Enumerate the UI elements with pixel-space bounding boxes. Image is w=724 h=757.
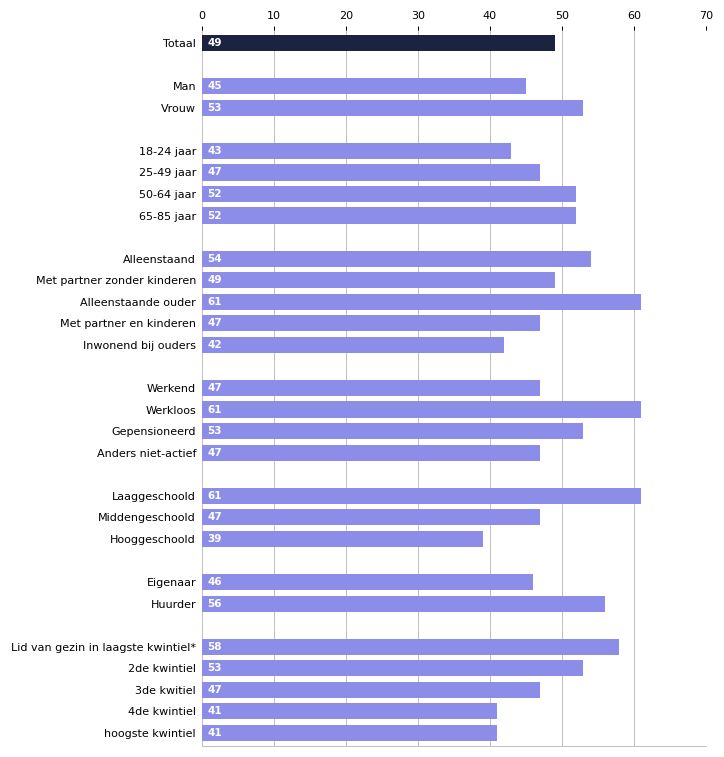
Bar <box>202 143 511 159</box>
Bar <box>202 35 555 51</box>
Bar <box>202 682 540 698</box>
Bar <box>202 100 584 116</box>
Text: 47: 47 <box>208 512 222 522</box>
Bar <box>202 78 526 95</box>
Bar <box>202 488 641 504</box>
Bar <box>202 725 497 741</box>
Bar <box>202 337 504 353</box>
Bar <box>202 596 605 612</box>
Bar <box>202 574 533 590</box>
Bar <box>202 272 555 288</box>
Text: 52: 52 <box>208 210 222 220</box>
Text: 53: 53 <box>208 103 222 113</box>
Bar <box>202 401 641 418</box>
Text: 58: 58 <box>208 642 222 652</box>
Text: 61: 61 <box>208 491 222 501</box>
Bar <box>202 703 497 719</box>
Text: 45: 45 <box>208 81 222 91</box>
Bar <box>202 444 540 461</box>
Text: 56: 56 <box>208 599 222 609</box>
Text: 47: 47 <box>208 167 222 177</box>
Bar <box>202 509 540 525</box>
Text: 41: 41 <box>208 728 222 738</box>
Text: 47: 47 <box>208 383 222 393</box>
Bar <box>202 531 483 547</box>
Text: 49: 49 <box>208 276 222 285</box>
Text: 53: 53 <box>208 426 222 436</box>
Text: 61: 61 <box>208 404 222 415</box>
Bar <box>202 164 540 180</box>
Text: 41: 41 <box>208 706 222 716</box>
Text: 53: 53 <box>208 663 222 673</box>
Bar <box>202 423 584 439</box>
Text: 49: 49 <box>208 38 222 48</box>
Text: 47: 47 <box>208 685 222 695</box>
Bar <box>202 294 641 310</box>
Text: 46: 46 <box>208 577 222 587</box>
Text: 42: 42 <box>208 340 222 350</box>
Text: 61: 61 <box>208 297 222 307</box>
Bar <box>202 186 576 202</box>
Text: 52: 52 <box>208 189 222 199</box>
Text: 47: 47 <box>208 319 222 329</box>
Text: 54: 54 <box>208 254 222 263</box>
Text: 43: 43 <box>208 146 222 156</box>
Bar <box>202 660 584 676</box>
Text: 47: 47 <box>208 447 222 458</box>
Bar <box>202 380 540 396</box>
Bar <box>202 639 620 655</box>
Bar <box>202 207 576 223</box>
Bar <box>202 251 591 266</box>
Bar <box>202 315 540 332</box>
Text: 39: 39 <box>208 534 222 544</box>
